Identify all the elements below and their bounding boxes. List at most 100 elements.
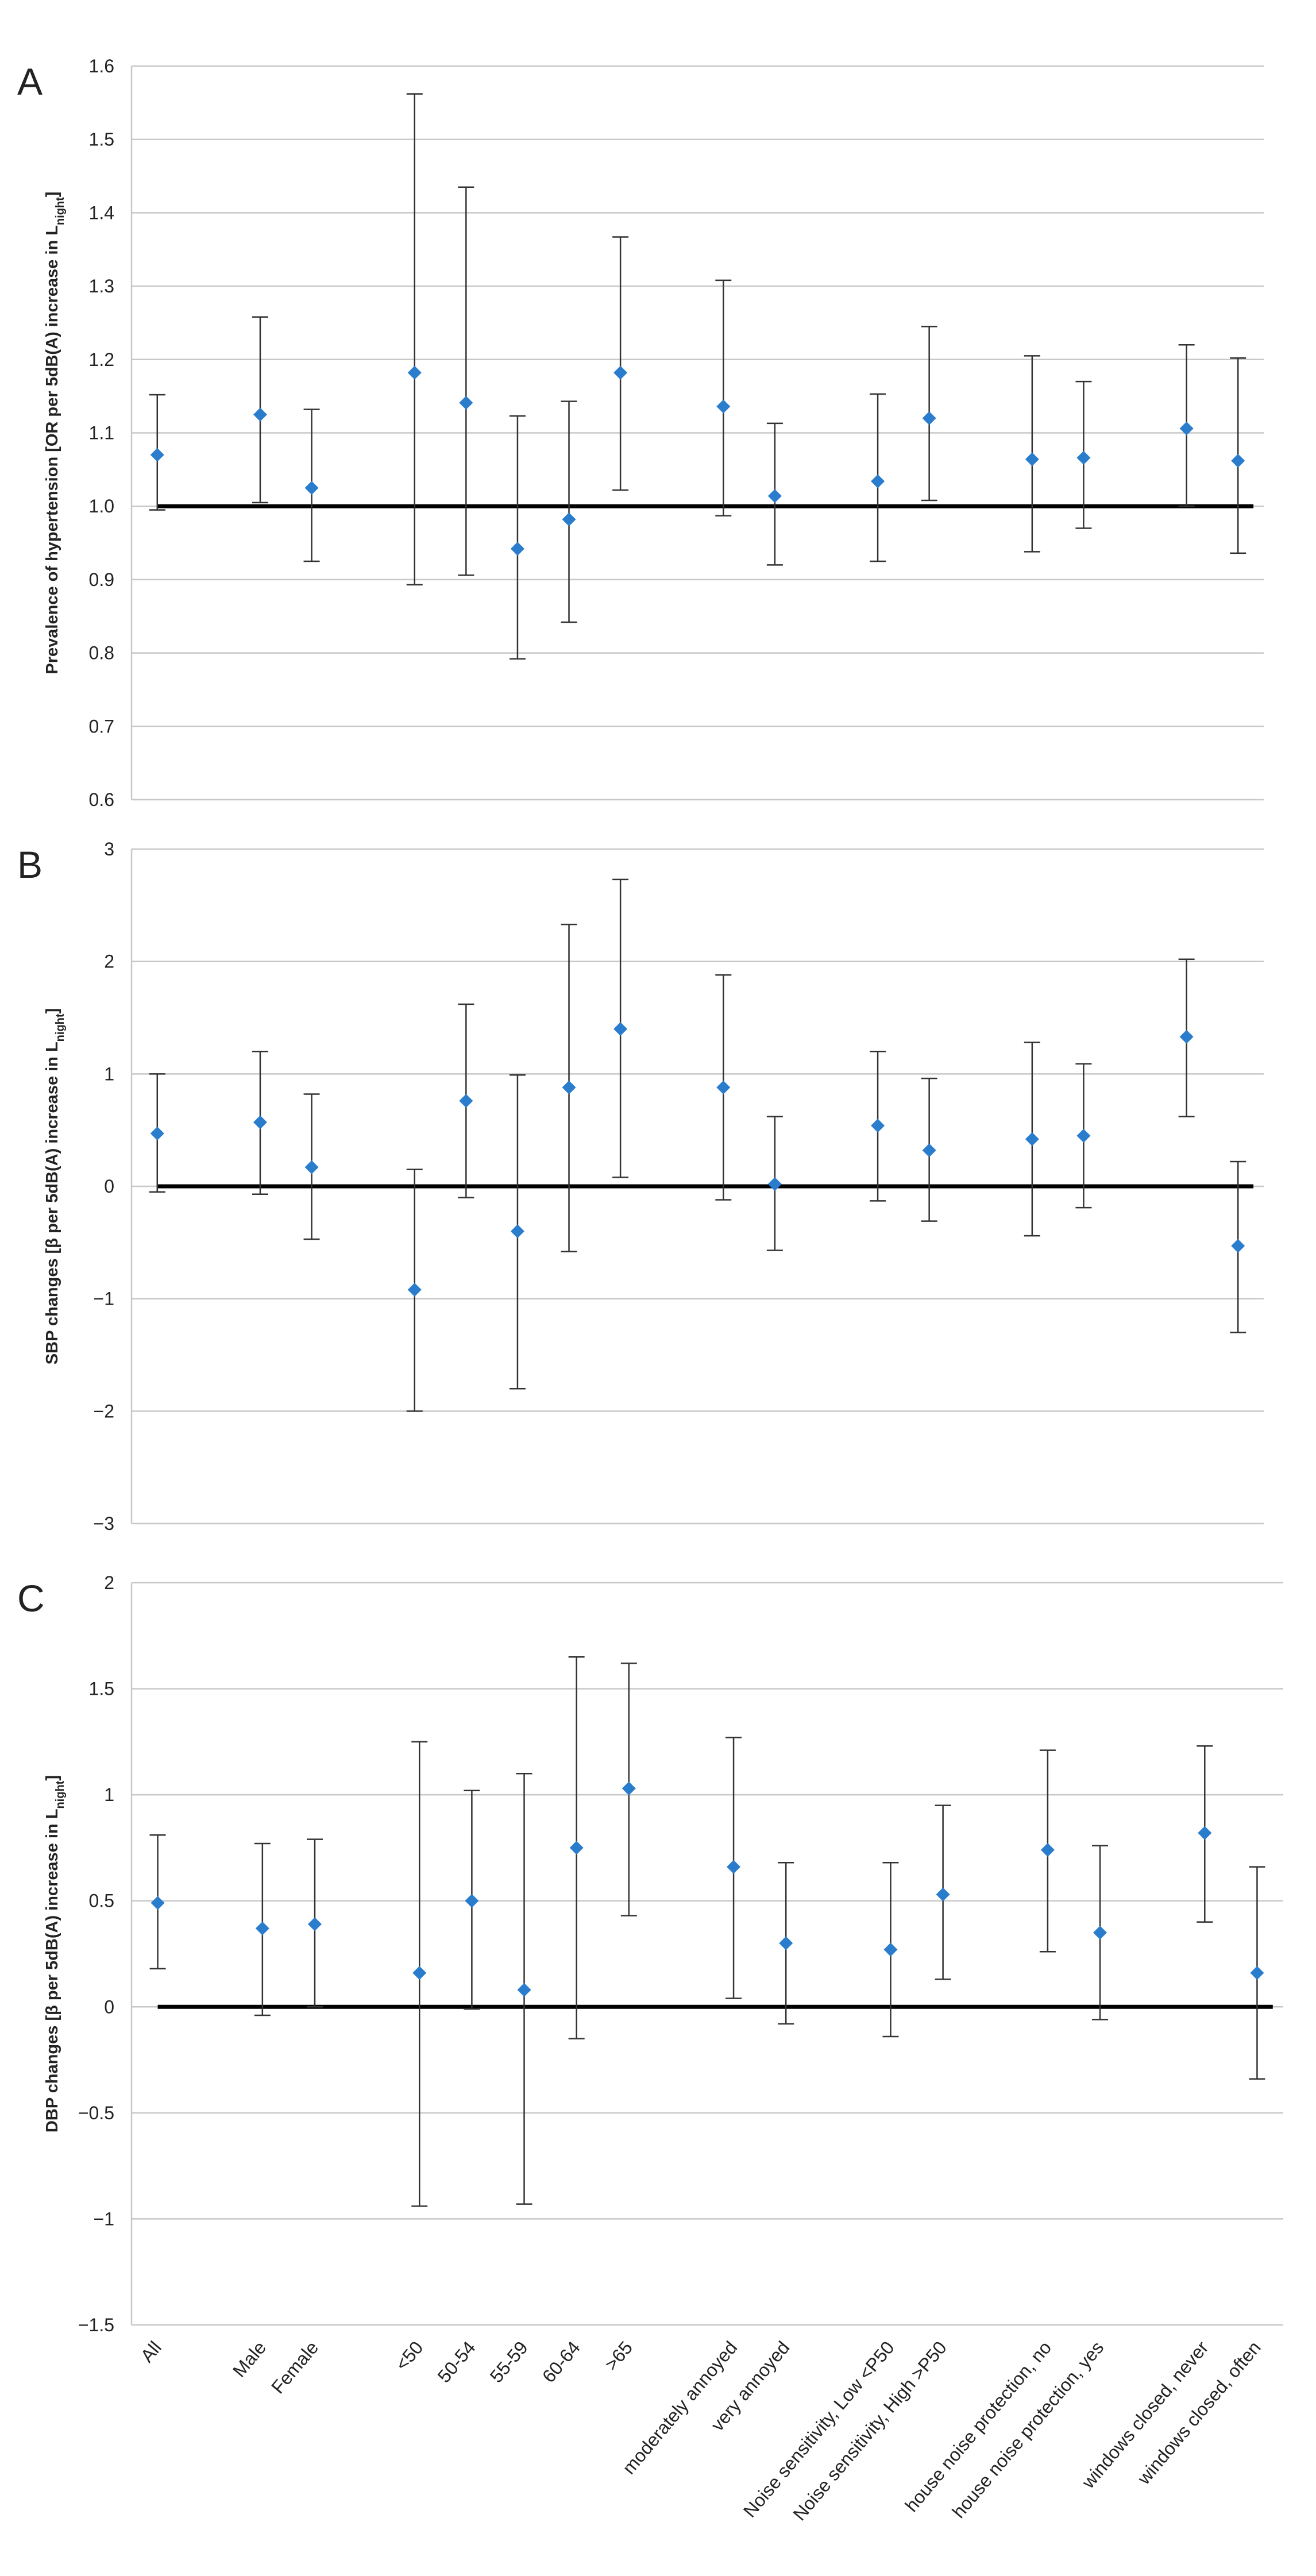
point-marker — [1093, 1926, 1107, 1940]
y-tick-label: 0.6 — [89, 789, 114, 810]
y-axis-label-part: ] — [43, 191, 61, 197]
y-tick-label: −3 — [94, 1513, 114, 1534]
point-marker — [569, 1841, 584, 1855]
point-marker — [150, 448, 164, 462]
point-marker — [922, 1143, 936, 1158]
error-bar — [612, 236, 629, 491]
y-tick-label: 0 — [104, 1996, 114, 2017]
x-tick-label: Female — [267, 2337, 322, 2397]
point-marker — [1198, 1826, 1212, 1840]
point-marker — [779, 1936, 793, 1950]
x-tick-label: 50-54 — [434, 2337, 480, 2386]
y-tick-label: 2 — [104, 951, 114, 972]
point-marker — [622, 1781, 636, 1796]
point-marker — [883, 1942, 898, 1957]
y-axis-label-part: night — [54, 1780, 67, 1808]
point-marker — [936, 1887, 950, 1902]
y-tick-label: 1 — [104, 1063, 114, 1084]
point-marker — [150, 1896, 165, 1910]
point-marker — [307, 1917, 322, 1931]
point-marker — [1076, 450, 1091, 465]
panel-letter: C — [17, 1577, 45, 1619]
y-tick-label: 1.2 — [89, 349, 114, 370]
y-tick-label: 0.7 — [89, 716, 114, 736]
point-marker — [562, 1080, 576, 1094]
y-tick-label: −1 — [94, 2208, 114, 2229]
point-marker — [1179, 1029, 1194, 1044]
point-marker — [562, 512, 576, 527]
panel-letter: A — [17, 60, 43, 103]
y-tick-label: 1.5 — [89, 1679, 114, 1699]
y-axis-label-part: night — [54, 1013, 67, 1042]
y-tick-label: 2 — [104, 1572, 114, 1593]
point-marker — [412, 1966, 427, 1980]
y-tick-label: 1.1 — [89, 423, 114, 444]
point-marker — [613, 365, 628, 380]
y-axis-label-part: DBP changes [β per 5dB(A) increase in L — [43, 1809, 61, 2132]
y-tick-label: 1.3 — [89, 276, 114, 296]
y-tick-label: 0.8 — [89, 643, 114, 664]
point-marker — [727, 1860, 741, 1874]
y-tick-label: −1 — [94, 1289, 114, 1309]
point-marker — [871, 1119, 885, 1133]
point-marker — [613, 1022, 628, 1036]
point-marker — [922, 411, 936, 425]
point-marker — [253, 1115, 267, 1129]
error-bar — [509, 415, 526, 660]
point-marker — [517, 1983, 531, 1997]
point-marker — [1250, 1966, 1264, 1980]
y-axis-label: Prevalence of hypertension [OR per 5dB(A… — [43, 191, 67, 674]
point-marker — [459, 1094, 473, 1108]
point-marker — [1231, 454, 1245, 468]
point-marker — [1040, 1843, 1055, 1857]
point-marker — [767, 1177, 782, 1191]
error-bar — [406, 93, 423, 586]
x-tick-label: >65 — [601, 2337, 636, 2374]
point-marker — [1025, 1132, 1039, 1146]
y-tick-label: 3 — [104, 839, 114, 859]
y-axis-label: SBP changes [β per 5dB(A) increase in Ln… — [43, 1008, 67, 1364]
y-axis-label-part: Prevalence of hypertension [OR per 5dB(A… — [43, 225, 61, 674]
y-axis-label-part: ] — [43, 1775, 61, 1781]
point-marker — [459, 396, 473, 410]
y-tick-label: −1.5 — [78, 2315, 114, 2335]
point-marker — [1025, 452, 1039, 466]
y-tick-label: −2 — [94, 1401, 114, 1421]
x-tick-label: 60-64 — [538, 2337, 584, 2386]
point-marker — [716, 399, 731, 414]
y-axis-label-part: night — [54, 197, 67, 225]
y-tick-label: 0.9 — [89, 569, 114, 590]
y-axis-label: DBP changes [β per 5dB(A) increase in Ln… — [43, 1775, 67, 2132]
x-tick-label: 55-59 — [486, 2337, 532, 2386]
point-marker — [510, 542, 524, 556]
point-marker — [1231, 1239, 1245, 1253]
point-marker — [1179, 421, 1194, 435]
y-tick-label: 1.4 — [89, 202, 114, 223]
error-bar — [715, 279, 732, 517]
x-tick-label: <50 — [391, 2337, 427, 2374]
y-tick-label: 1.0 — [89, 496, 114, 516]
point-marker — [407, 1283, 422, 1297]
x-tick-label: Male — [229, 2337, 270, 2381]
y-tick-label: 0 — [104, 1176, 114, 1197]
point-marker — [510, 1224, 524, 1239]
y-tick-label: 1 — [104, 1784, 114, 1805]
point-marker — [255, 1921, 269, 1935]
point-marker — [304, 481, 319, 495]
y-axis-label-part: SBP changes [β per 5dB(A) increase in L — [43, 1042, 61, 1364]
point-marker — [304, 1160, 319, 1174]
point-marker — [465, 1894, 479, 1908]
point-marker — [1076, 1128, 1091, 1143]
point-marker — [716, 1080, 731, 1094]
point-marker — [150, 1127, 164, 1141]
panel-letter: B — [17, 843, 43, 886]
point-marker — [407, 365, 422, 380]
error-bar — [458, 186, 474, 576]
y-tick-label: 1.5 — [89, 129, 114, 150]
y-axis-label-part: ] — [43, 1008, 61, 1014]
x-tick-label: All — [136, 2337, 165, 2366]
point-marker — [253, 407, 267, 422]
point-marker — [871, 474, 885, 488]
point-marker — [767, 489, 782, 503]
